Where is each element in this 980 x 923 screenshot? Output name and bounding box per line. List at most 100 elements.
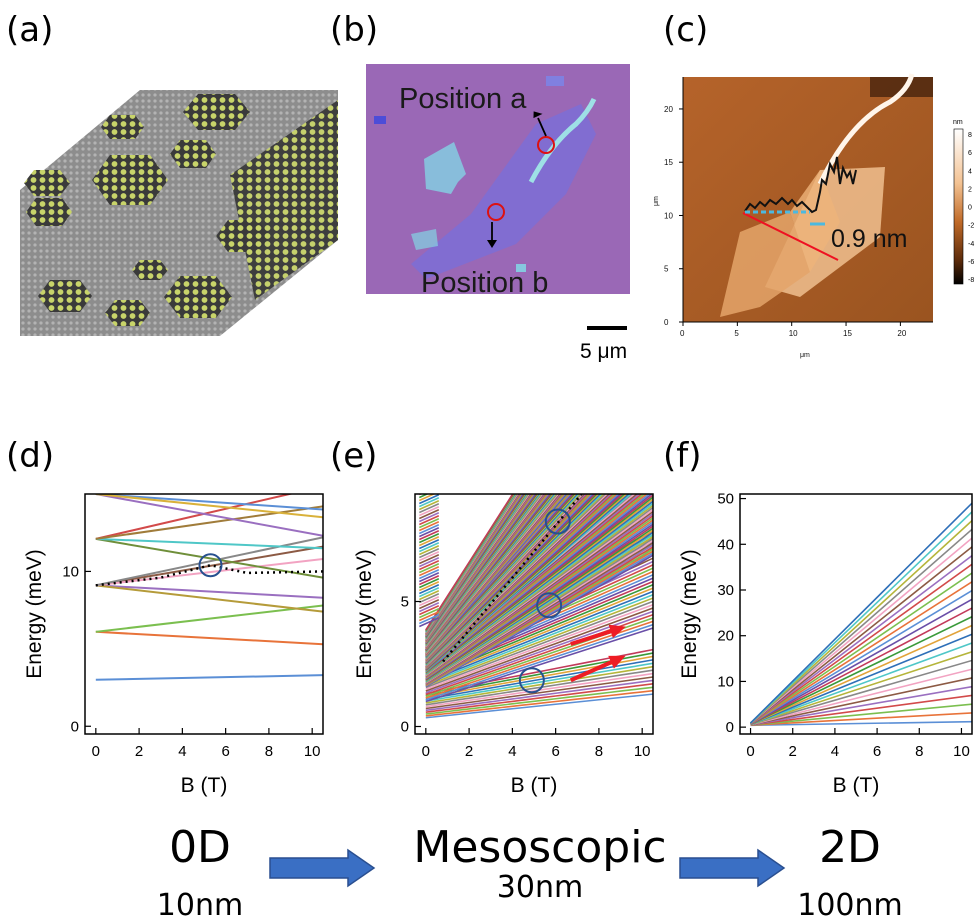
x-tick-label: 0 [746, 743, 754, 760]
position-a-marker [537, 136, 555, 154]
level-line [418, 494, 440, 505]
regime-meso-size: 30nm [496, 870, 584, 905]
position-a-text: Position a [399, 83, 527, 115]
position-b-text: Position b [421, 267, 548, 299]
level-line [425, 594, 653, 685]
y-tick-label: 30 [717, 582, 734, 599]
afm-y-tick-label: 5 [664, 265, 669, 274]
colorbar-tick-label: -2 [968, 223, 974, 230]
red-arrowhead [608, 655, 626, 669]
landau-level-line [750, 685, 972, 726]
transition-arrow-2 [679, 848, 786, 888]
level-line [95, 505, 323, 540]
red-arrow [570, 627, 619, 646]
level-line [418, 536, 440, 547]
landau-level-line [750, 598, 972, 725]
colorbar-tick-label: -8 [968, 277, 974, 284]
plot-area [95, 494, 323, 681]
landau-level-line [750, 589, 972, 725]
y-tick-label: 50 [717, 491, 734, 508]
level-line [418, 584, 440, 595]
x-tick-label: 0 [92, 743, 100, 760]
afm-y-tick-label: 10 [664, 211, 673, 220]
regime-2d-title: 2D [819, 822, 881, 873]
level-line [418, 563, 440, 574]
level-line [95, 494, 323, 537]
afm-y-tick-label: 15 [664, 158, 673, 167]
afm-x-tick-label: 15 [843, 329, 852, 338]
panel-c-label: (c) [663, 10, 709, 50]
y-tick-label: 40 [717, 536, 734, 553]
level-line [95, 584, 323, 599]
panel-e-label: (e) [330, 436, 378, 476]
y-tick-label: 0 [726, 719, 734, 736]
level-line [418, 617, 440, 628]
landau-level-line [750, 720, 972, 727]
landau-level-line [750, 668, 972, 726]
level-line [95, 494, 102, 495]
panel-b-label: (b) [330, 10, 379, 50]
landau-level-line [750, 694, 972, 726]
level-line [418, 518, 440, 529]
x-tick-label: 8 [595, 743, 603, 760]
regime-2d-size: 100nm [797, 888, 903, 923]
level-line [425, 603, 653, 690]
level-line [418, 524, 440, 535]
level-line [425, 683, 653, 713]
level-line [95, 536, 323, 587]
y-tick-label: 20 [717, 628, 734, 645]
colorbar-unit: nm [953, 119, 963, 126]
colorbar-tick-label: 2 [968, 186, 972, 193]
level-line [95, 630, 323, 646]
level-line [418, 569, 440, 580]
x-tick-label: 4 [831, 743, 839, 760]
position-b-marker [487, 203, 505, 221]
level-line [418, 515, 440, 526]
step-height-text: 0.9 nm [831, 225, 907, 253]
landau-level-line [750, 581, 972, 725]
y-axis-label: Energy (meV) [678, 549, 701, 679]
level-line [95, 494, 323, 519]
level-line [418, 554, 440, 565]
level-line [418, 521, 440, 532]
level-line [425, 597, 653, 687]
optical-image: Position a Position b 5 μm [366, 64, 630, 363]
level-line [418, 587, 440, 598]
level-line [425, 610, 653, 694]
level-line [425, 607, 653, 692]
level-line [95, 494, 295, 540]
level-line [95, 674, 323, 681]
level-line [425, 676, 653, 710]
landau-level-line [750, 520, 972, 724]
level-line [418, 566, 440, 577]
plot-area [418, 494, 653, 719]
landau-level-line [750, 607, 972, 725]
colorbar-tick-label: -6 [968, 259, 974, 266]
crossing-circle [536, 592, 563, 619]
landau-level-line [750, 642, 972, 726]
crossing-circle [198, 553, 223, 578]
afm-y-tick-label: 20 [664, 105, 673, 114]
colorbar-tick-label: 0 [968, 205, 972, 212]
level-line [425, 679, 653, 712]
y-tick-label: 0 [71, 718, 79, 735]
level-line [418, 614, 440, 625]
level-line [95, 604, 323, 633]
level-line [418, 548, 440, 559]
y-tick-label: 10 [717, 673, 734, 690]
chart-d: 0 2 4 6 8 10 0 10 B (T) Energy (meV) [23, 493, 324, 797]
level-line [418, 545, 440, 556]
x-tick-label: 10 [953, 743, 970, 760]
x-tick-label: 6 [221, 743, 229, 760]
afm-y-tick-label: 0 [664, 318, 669, 327]
regime-0d-size: 10nm [156, 888, 244, 923]
afm-height-profile [744, 156, 857, 214]
level-line [418, 578, 440, 589]
x-tick-label: 2 [135, 743, 143, 760]
red-arrowhead [608, 624, 627, 639]
level-line [418, 533, 440, 544]
x-tick-label: 4 [178, 743, 186, 760]
level-line [418, 590, 440, 601]
level-line [418, 560, 440, 571]
